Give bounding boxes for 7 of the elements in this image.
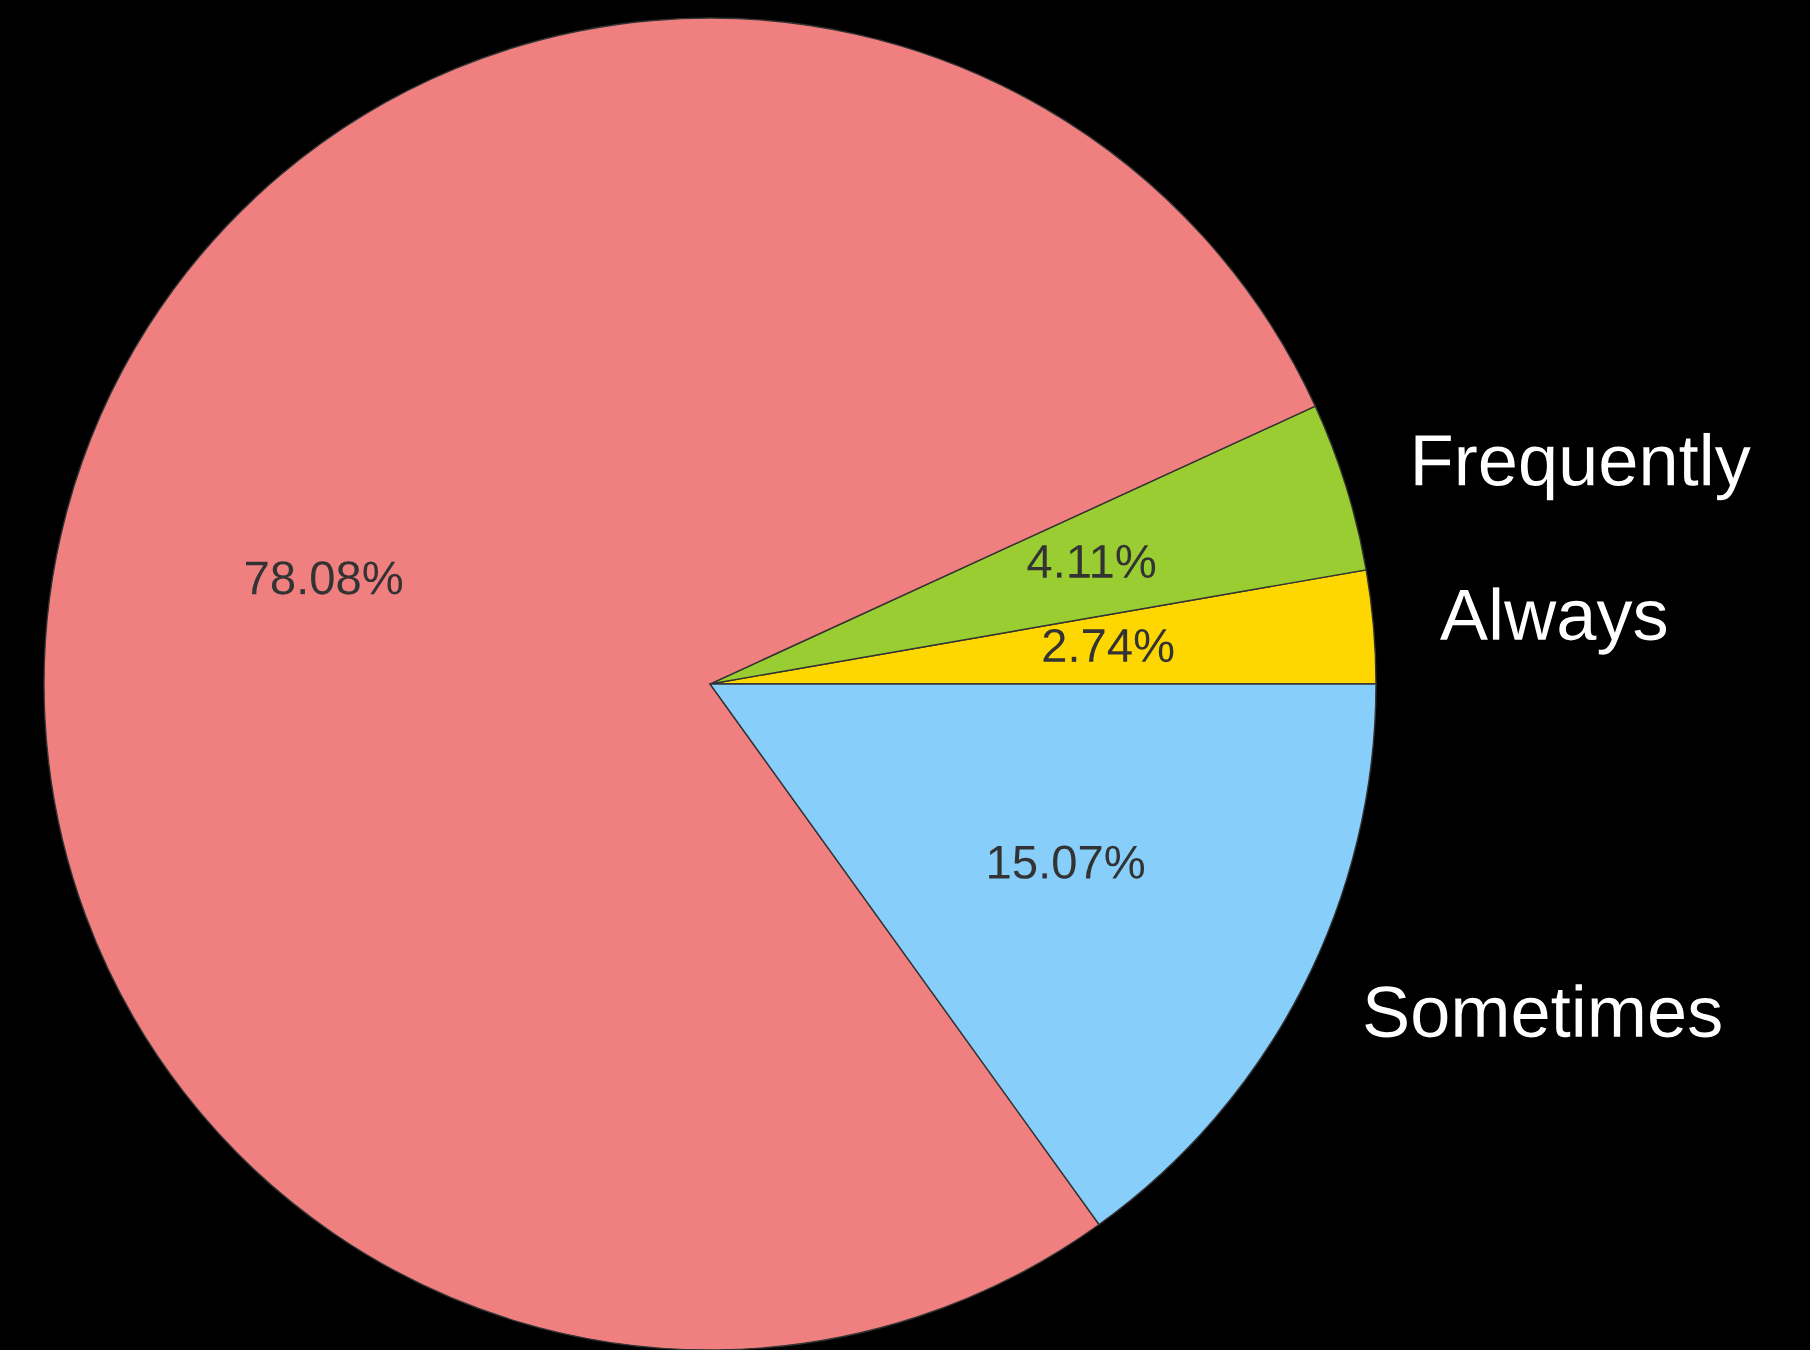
slice-label: Always	[1440, 587, 1667, 655]
slice-label: Sometimes	[1365, 984, 1721, 1038]
data-label: 4.11%	[1027, 544, 1156, 578]
slice-label: Frequently	[1415, 432, 1751, 501]
data-label: 78.08%	[246, 561, 403, 595]
data-label: 15.07%	[989, 845, 1145, 879]
data-label: 2.74%	[1043, 628, 1174, 663]
